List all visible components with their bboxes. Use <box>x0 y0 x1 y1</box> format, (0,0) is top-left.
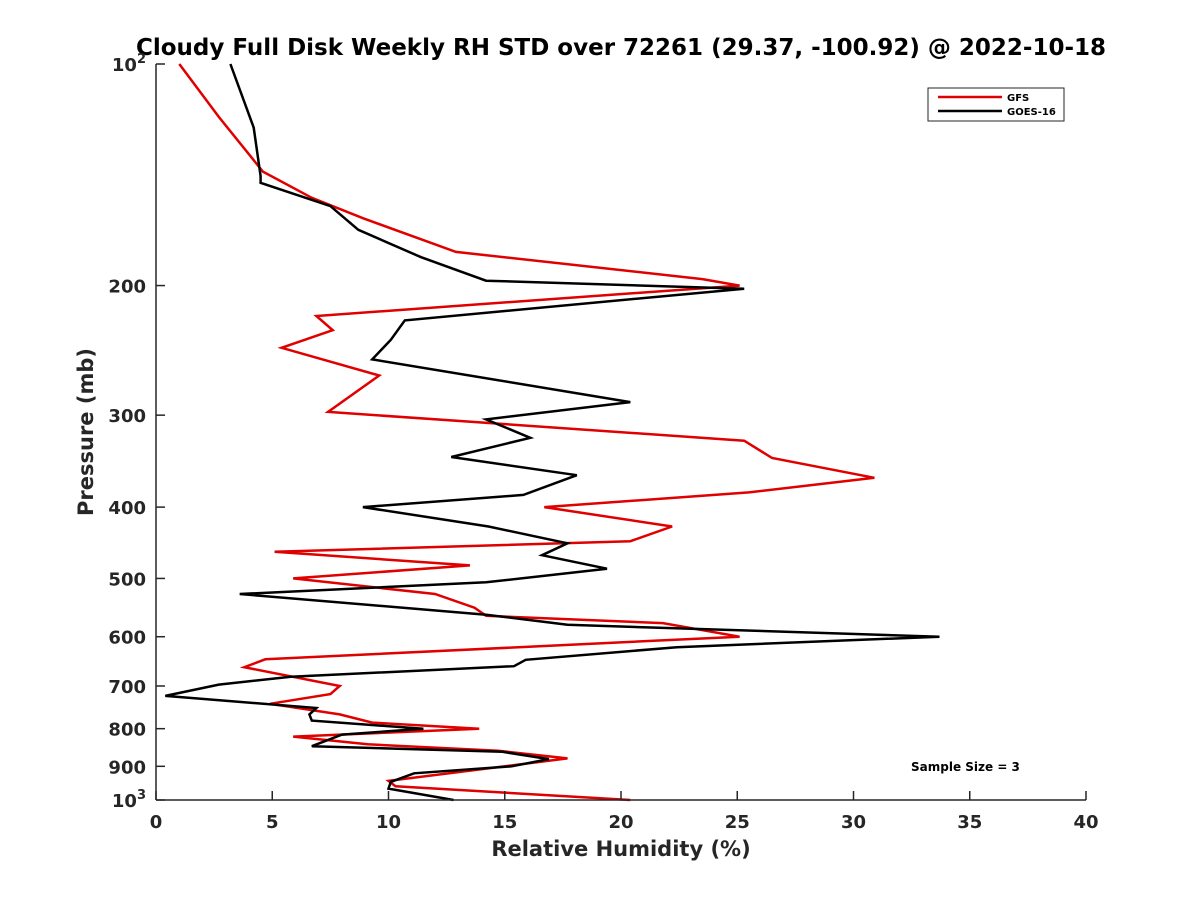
legend: GFS GOES-16 <box>927 87 1065 122</box>
y-tick-label: 102 <box>112 52 146 76</box>
series-line-gfs <box>178 63 875 802</box>
x-tick-label: 40 <box>1073 812 1098 833</box>
y-tick-label: 103 <box>112 788 146 812</box>
series-layer <box>165 63 940 802</box>
x-tick-label: 30 <box>841 812 866 833</box>
y-tick-label: 500 <box>108 569 146 590</box>
legend-items: GFS GOES-16 <box>938 93 1056 118</box>
y-tick-label: 600 <box>108 628 146 649</box>
x-tick-label: 15 <box>492 812 517 833</box>
sample-size-annotation: Sample Size = 3 <box>911 760 1020 774</box>
x-tick-label: 35 <box>957 812 982 833</box>
y-axis-label: Pressure (mb) <box>74 348 98 516</box>
y-axis-ticks: 102 200 300 400 500 600 700 800 900 103 <box>108 52 165 812</box>
y-tick-label: 900 <box>108 757 146 778</box>
x-tick-label: 25 <box>725 812 750 833</box>
x-tick-label: 0 <box>150 812 163 833</box>
x-tick-label: 10 <box>376 812 401 833</box>
chart-title: Cloudy Full Disk Weekly RH STD over 7226… <box>136 35 1106 61</box>
series-line-goes-16 <box>165 63 940 802</box>
x-tick-label: 5 <box>266 812 279 833</box>
x-axis-ticks: 0 5 10 15 20 25 30 35 40 <box>150 791 1099 833</box>
plot-area: 0 5 10 15 20 25 30 35 40 102 200 300 400 500 600 700 80… <box>108 52 1098 833</box>
legend-label: GFS <box>1007 93 1029 104</box>
y-tick-label: 700 <box>108 677 146 698</box>
legend-label: GOES-16 <box>1007 107 1056 118</box>
y-tick-label: 300 <box>108 406 146 427</box>
x-axis-label: Relative Humidity (%) <box>491 837 750 861</box>
y-tick-label: 800 <box>108 720 146 741</box>
y-tick-label: 200 <box>108 277 146 298</box>
x-tick-label: 20 <box>608 812 633 833</box>
y-tick-label: 400 <box>108 498 146 519</box>
legend-box <box>927 87 1065 122</box>
